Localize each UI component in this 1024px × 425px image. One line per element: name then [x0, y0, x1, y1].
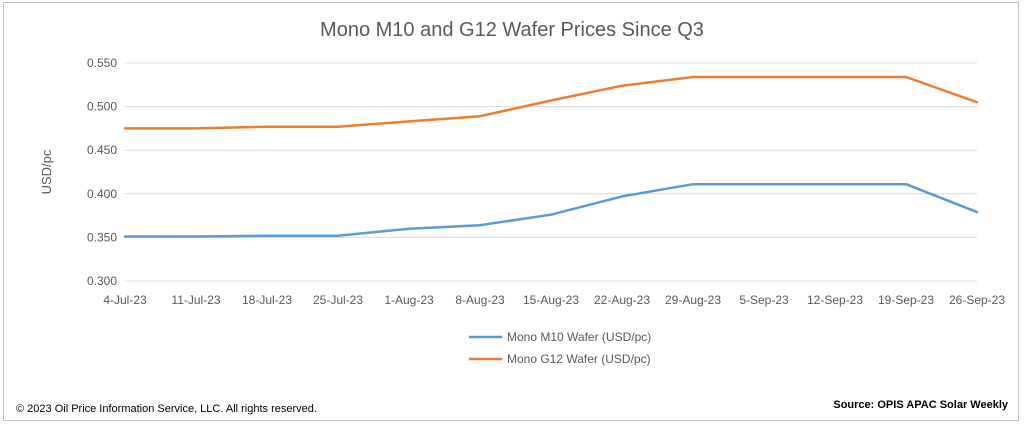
x-tick-label: 25-Jul-23: [313, 293, 363, 307]
y-axis-ticks: 0.300 0.350 0.400 0.450 0.500 0.550: [87, 56, 117, 288]
x-tick-label: 18-Jul-23: [242, 293, 292, 307]
legend: Mono M10 Wafer (USD/pc) Mono G12 Wafer (U…: [469, 330, 651, 366]
x-tick-label: 1-Aug-23: [384, 293, 434, 307]
series-line-g12: [123, 75, 979, 130]
y-tick-label: 0.400: [87, 187, 117, 201]
x-tick-label: 26-Sep-23: [949, 293, 1005, 307]
legend-label: Mono G12 Wafer (USD/pc): [507, 352, 651, 366]
x-tick-label: 8-Aug-23: [455, 293, 505, 307]
x-tick-label: 29-Aug-23: [665, 293, 721, 307]
x-axis-ticks: 4-Jul-23 11-Jul-23 18-Jul-23 25-Jul-23 1-Aug…: [103, 293, 1005, 307]
chart-frame: Mono M10 and G12 Wafer Prices Since Q3 U…: [3, 2, 1019, 421]
source-text: Source: OPIS APAC Solar Weekly: [833, 399, 1008, 411]
y-axis-title: USD/pc: [39, 149, 54, 194]
x-tick-label: 19-Sep-23: [878, 293, 934, 307]
x-tick-label: 5-Sep-23: [739, 293, 789, 307]
x-tick-label: 22-Aug-23: [594, 293, 650, 307]
gridlines: [125, 62, 977, 282]
series-line-m10: [123, 182, 979, 238]
y-tick-label: 0.500: [87, 100, 117, 114]
y-tick-label: 0.550: [87, 56, 117, 70]
x-tick-label: 15-Aug-23: [523, 293, 579, 307]
y-tick-label: 0.450: [87, 143, 117, 157]
x-tick-label: 12-Sep-23: [807, 293, 863, 307]
chart-title: Mono M10 and G12 Wafer Prices Since Q3: [320, 19, 704, 41]
copyright-text: © 2023 Oil Price Information Service, LL…: [16, 403, 317, 415]
legend-label: Mono M10 Wafer (USD/pc): [507, 330, 651, 344]
y-tick-label: 0.350: [87, 230, 117, 244]
x-tick-label: 11-Jul-23: [171, 293, 220, 307]
series-lines: [123, 75, 979, 238]
line-chart: Mono M10 and G12 Wafer Prices Since Q3 U…: [39, 19, 1005, 366]
y-tick-label: 0.300: [87, 274, 117, 288]
x-tick-label: 4-Jul-23: [103, 293, 147, 307]
